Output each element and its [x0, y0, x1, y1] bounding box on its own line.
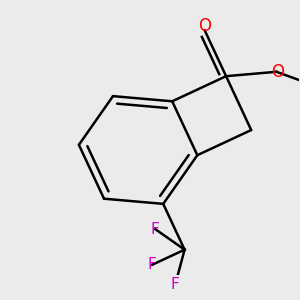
Text: F: F	[171, 277, 180, 292]
Text: F: F	[151, 222, 160, 237]
Text: F: F	[148, 257, 157, 272]
Text: O: O	[198, 16, 211, 34]
Text: O: O	[271, 63, 284, 81]
